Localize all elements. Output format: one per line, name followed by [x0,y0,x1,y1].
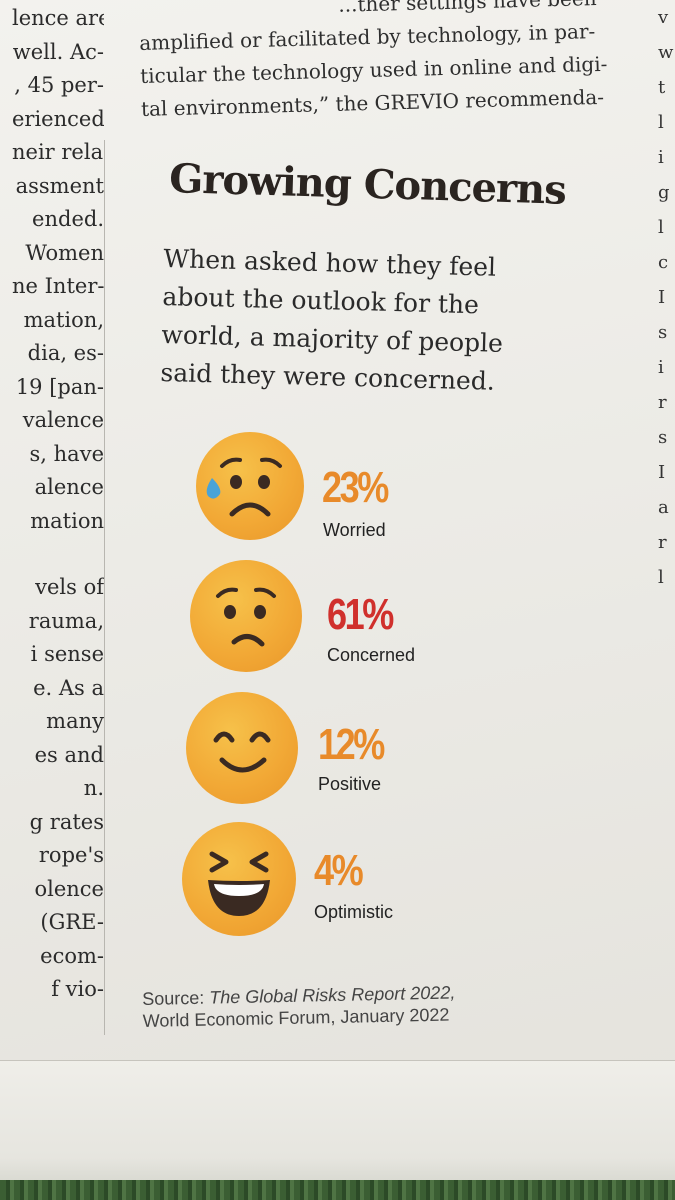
left-column-line: rauma, [28,608,104,633]
column-divider [104,140,105,1035]
right-article-column: v w t l i g l c I s i r s I a r l [658,0,675,595]
worried-face-icon [196,432,304,540]
left-column-line: , 45 per- [14,73,104,97]
left-column-line: Women [25,240,104,265]
left-column-line: ecom- [40,943,104,968]
right-column-letter: I [658,287,666,308]
top-article-text: ...ther settings have been amplified or … [138,0,661,126]
optimistic-percent: 4% [314,846,364,895]
left-column-line: many [46,709,104,733]
left-column-line: n. [83,776,104,800]
right-column-letter: a [658,497,669,518]
page-bottom-rule [0,1060,675,1061]
left-column-line: i sense [30,642,104,666]
right-column-letter: s [658,322,668,343]
source-citation: Source: The Global Risks Report 2022, Wo… [142,981,456,1032]
smiling-face-icon [186,692,298,804]
right-column-letter: w [658,42,674,63]
positive-percent: 12% [318,720,385,769]
right-column-letter: t [658,77,666,98]
left-column-line: olence [34,876,104,901]
right-column-letter: l [658,567,664,588]
left-column-line: erienced [12,106,104,131]
right-column-letter: v [658,7,669,28]
left-column-line: valence [22,408,104,432]
left-column-line: es and [34,742,104,767]
left-column-line: neir rela- [12,140,104,164]
infographic-intro: When asked how they feel about the outlo… [160,240,564,402]
right-column-letter: i [658,147,664,168]
optimistic-label: Optimistic [314,902,394,922]
source-prefix: Source: [142,987,210,1009]
worried-percent: 23% [322,463,389,512]
right-column-letter: i [658,357,664,378]
right-column-letter: I [658,462,666,483]
worried-label: Worried [323,520,386,540]
left-column-line: dia, es- [27,341,104,365]
left-column-line: lence are [12,6,104,30]
left-article-column: lence are well. Ac- , 45 per- erienced n… [12,2,104,1007]
page-lower-edge [0,1060,675,1200]
left-column-line: mation [30,508,104,533]
right-column-letter: r [658,532,667,553]
concerned-label: Concerned [327,645,416,665]
left-column-line: ended. [32,207,104,231]
left-column-line: s, have [29,441,104,466]
concerned-percent: 61% [327,590,394,639]
left-column-line: well. Ac- [12,39,104,64]
right-column-letter: l [658,217,664,238]
left-column-line: e. As a [33,675,104,700]
positive-label: Positive [318,774,382,794]
left-column-line: 19 [pan- [15,374,104,399]
left-column-line: vels of [35,575,104,599]
left-column-line: (GRE- [40,910,104,934]
right-column-letter: l [658,112,664,133]
left-column-line: alence [34,475,104,499]
right-column-letter: s [658,427,668,448]
laughing-face-icon [182,822,296,936]
paragraph-gap [12,538,104,571]
right-column-letter: c [658,252,669,273]
left-column-line: rope's [38,843,104,867]
left-column-line: f vio- [51,977,104,1001]
background-surface [0,1180,675,1200]
concerned-face-icon [190,560,302,672]
left-column-line: g rates [29,809,104,834]
left-column-line: ne Inter- [12,274,104,298]
left-column-line: assment [15,173,104,198]
right-column-letter: g [658,182,670,203]
left-column-line: mation, [23,307,104,332]
right-column-letter: r [658,392,667,413]
